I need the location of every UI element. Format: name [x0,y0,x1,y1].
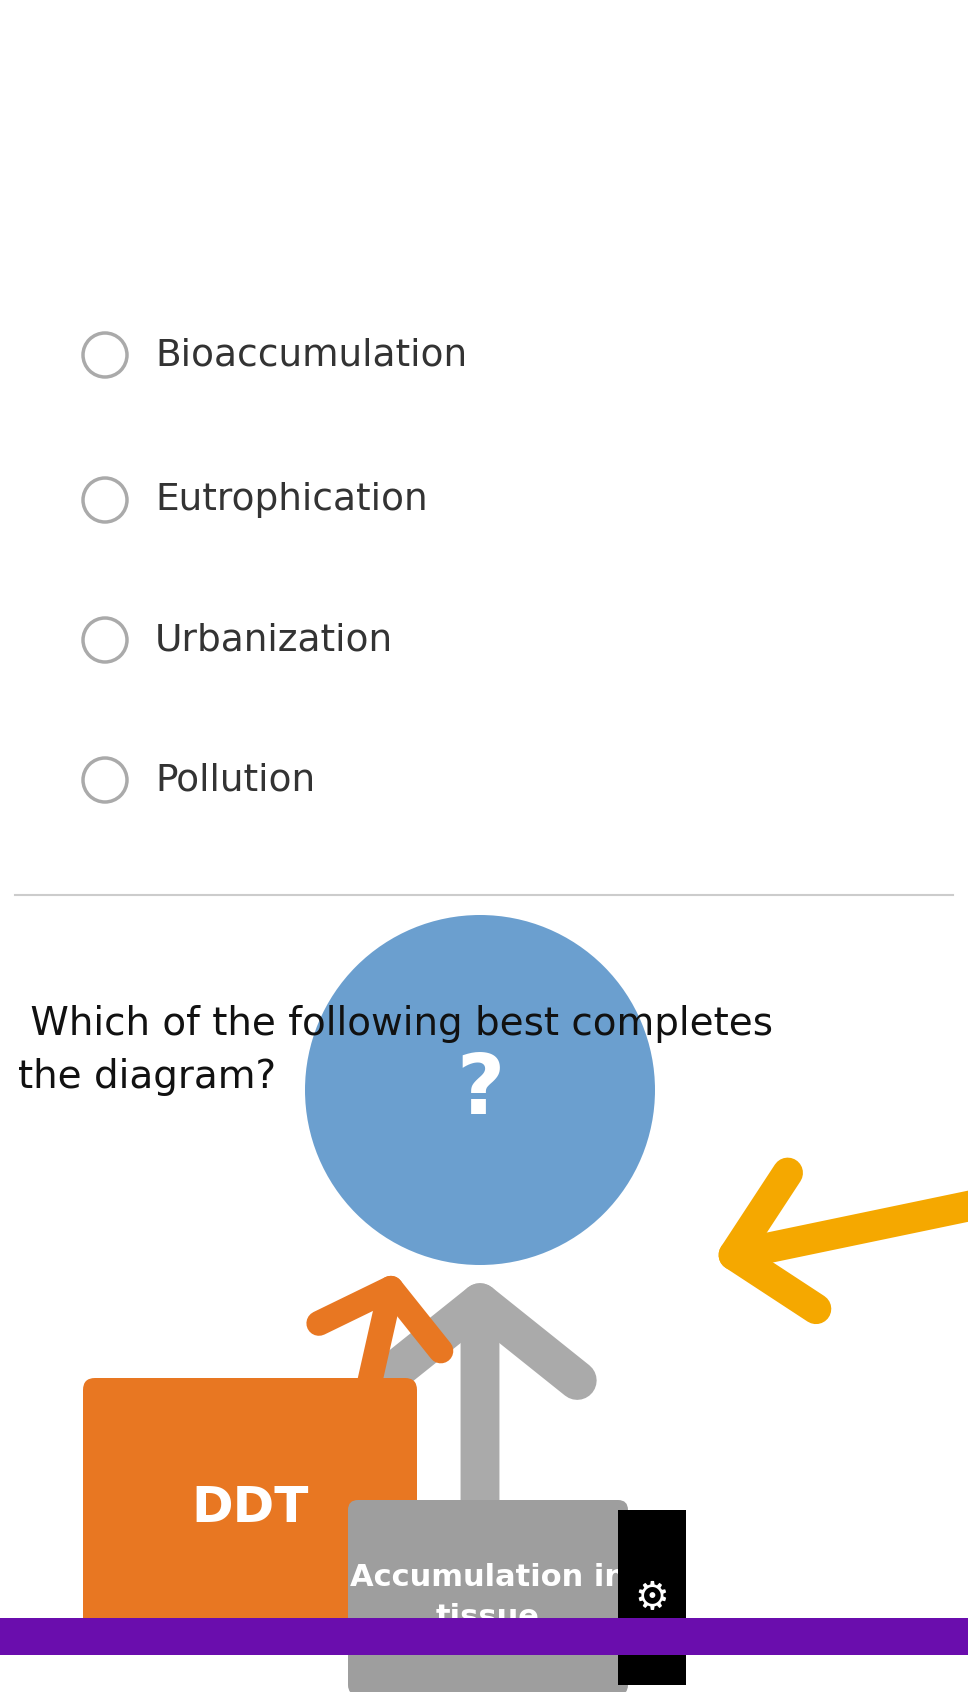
Text: DDT: DDT [192,1484,309,1531]
Text: Pollution: Pollution [155,761,316,799]
Text: Accumulation in
tissue: Accumulation in tissue [350,1563,626,1633]
Text: Bioaccumulation: Bioaccumulation [155,337,468,372]
Circle shape [305,915,655,1266]
Bar [0,1618,968,1655]
FancyArrowPatch shape [734,1173,968,1310]
Text: ?: ? [456,1049,504,1130]
Text: Urbanization: Urbanization [155,623,393,658]
Text: Which of the following best completes
the diagram?: Which of the following best completes th… [18,1005,773,1096]
Text: ⚙: ⚙ [635,1579,670,1616]
Text: Eutrophication: Eutrophication [155,482,428,518]
FancyBboxPatch shape [348,1501,628,1692]
Bar [618,1509,686,1685]
FancyBboxPatch shape [83,1377,417,1636]
